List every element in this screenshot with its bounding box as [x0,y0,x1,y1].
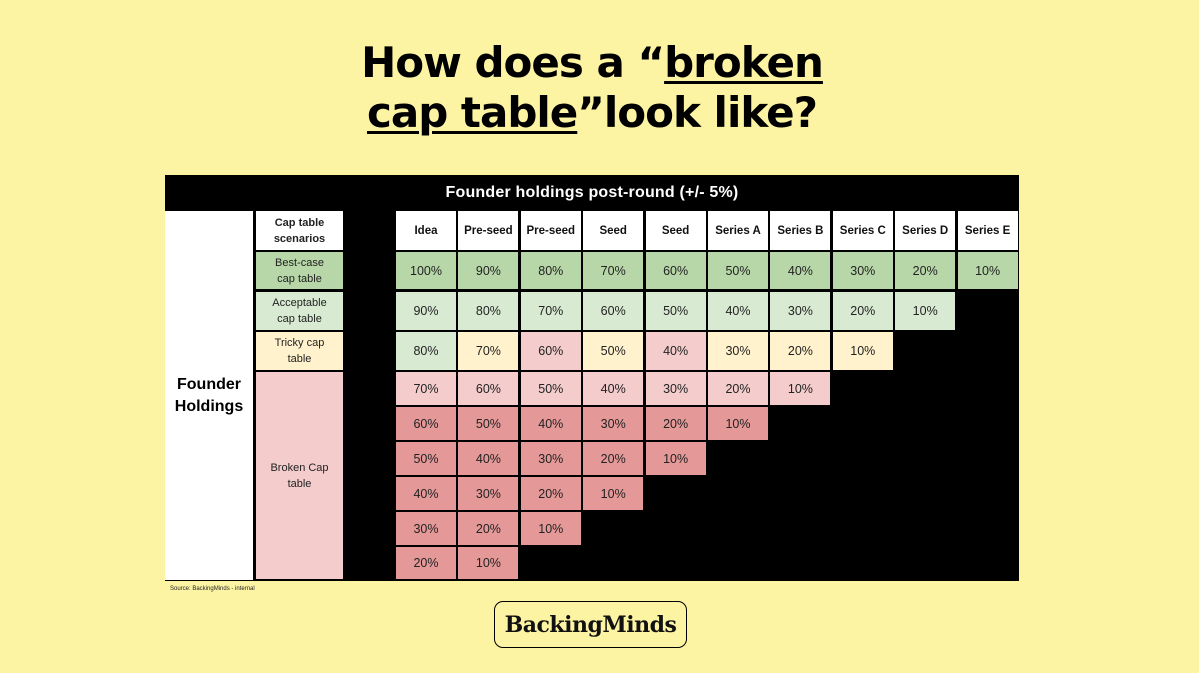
scenario-label-text: Acceptable cap table [272,297,327,325]
scenario-label: Tricky cap table [256,332,343,370]
table-cell: 40% [396,477,456,510]
table-cell: 50% [458,407,519,440]
table-cell: 40% [458,442,519,475]
table-cell: 70% [520,292,581,330]
table-cell: 70% [583,252,644,289]
column-header: Seed [583,211,644,250]
column-header: Seed [645,211,706,250]
source-note: Source: BackingMinds - internal [170,586,255,592]
table-cell: 80% [520,252,581,289]
table-cell: 40% [645,332,706,370]
table-cell: 50% [708,252,768,289]
table-cell: 10% [957,252,1018,289]
table-cell: 70% [396,372,456,405]
table-cell: 90% [458,252,519,289]
scenario-label: Best-case cap table [256,252,343,289]
table-cell: 60% [458,372,519,405]
table-cell: 80% [396,332,456,370]
scenario-label: Broken Cap table [256,372,343,579]
table-cell: 40% [520,407,581,440]
title-underlined-phrase: cap table [366,88,578,137]
scenario-label-text: Best-case cap table [275,256,324,285]
scenario-label: Acceptable cap table [256,292,343,330]
table-cell: 10% [770,372,831,405]
table-cell: 40% [770,252,831,289]
table-cell: 50% [583,332,644,370]
table-cell: 60% [583,292,644,330]
column-header: Idea [396,211,456,250]
table-cell: 40% [583,372,644,405]
table-cell: 40% [708,292,768,330]
table-cell: 30% [520,442,581,475]
table-cell: 20% [708,372,768,405]
table-cell: 20% [458,512,519,545]
scenario-header: Cap table scenarios [256,211,343,250]
table-cell: 10% [458,547,519,579]
table-cell: 100% [396,252,456,289]
column-header: Pre-seed [520,211,581,250]
table-cell: 30% [458,477,519,510]
scenario-label-text: Broken Cap table [270,461,329,490]
title-line-1: How does a “broken [0,38,1184,88]
table-cell: 20% [396,547,456,579]
backingminds-logo: BackingMinds [494,601,687,648]
table-cell: 10% [708,407,768,440]
table-cell: 10% [645,442,706,475]
table-cell: 70% [458,332,519,370]
table-cell: 50% [645,292,706,330]
table-cell: 10% [832,332,893,370]
founder-holdings-table: Founder holdings post-round (+/- 5%) Fou… [165,175,1019,581]
column-header: Series E [957,211,1018,250]
page-title: How does a “broken cap table”look like? [0,38,1184,138]
table-cell: 30% [645,372,706,405]
title-text-end: ”look like? [577,88,818,137]
column-header: Series D [895,211,956,250]
founder-holdings-text: Founder Holdings [174,375,244,415]
table-header: Founder holdings post-round (+/- 5%) [445,184,739,201]
table-cell: 20% [770,332,831,370]
table-cell: 80% [458,292,519,330]
founder-holdings-label: Founder Holdings [165,211,253,580]
scenario-label-text: Tricky cap table [274,337,325,365]
table-cell: 30% [832,252,893,289]
column-header: Series B [770,211,831,250]
table-cell: 10% [583,477,644,510]
table-cell: 20% [832,292,893,330]
title-line-2: cap table”look like? [0,88,1184,138]
column-header: Series C [832,211,893,250]
title-underlined-word: broken [664,38,824,87]
table-cell: 60% [396,407,456,440]
table-cell: 60% [645,252,706,289]
title-text: How does a “ [361,38,665,87]
table-cell: 20% [520,477,581,510]
table-cell: 20% [583,442,644,475]
table-cell: 30% [396,512,456,545]
table-cell: 30% [770,292,831,330]
scenario-header-text: Cap table scenarios [273,216,326,245]
table-cell: 10% [520,512,581,545]
table-cell: 20% [645,407,706,440]
table-cell: 90% [396,292,456,330]
table-cell: 30% [708,332,768,370]
column-header: Pre-seed [458,211,519,250]
table-cell: 50% [396,442,456,475]
table-cell: 50% [520,372,581,405]
table-cell: 10% [895,292,956,330]
table-cell: 20% [895,252,956,289]
table-cell: 30% [583,407,644,440]
table-cell: 60% [520,332,581,370]
column-header: Series A [708,211,768,250]
